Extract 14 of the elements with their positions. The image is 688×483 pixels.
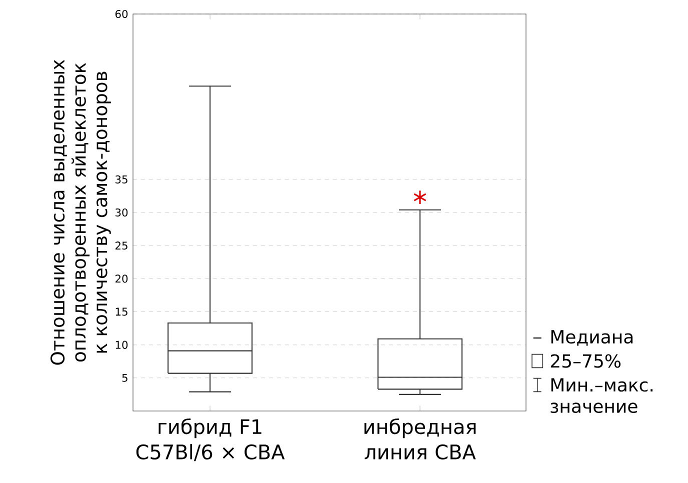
- y-tick-label: 60: [115, 10, 128, 18]
- y-tick-label: 5: [122, 374, 128, 382]
- x-tick-label: гибрид F1 C57Bl/6 × CBA: [136, 418, 285, 462]
- y-tick-label: 10: [116, 340, 128, 349]
- y-tick-label: 30: [116, 208, 128, 217]
- x-tick-label: инбредная линия CBA: [364, 418, 476, 460]
- text: Медиана: [551, 330, 633, 346]
- y-tick-label: 25: [115, 242, 128, 250]
- y-axis-title: Отношение числа выделенных оплодотворенных яйцеклеток к количеству самок-доноров: [50, 60, 111, 365]
- text: Мин.–макс. значение: [550, 378, 652, 414]
- text: 25–75%: [550, 354, 621, 368]
- y-tick-label: 35: [116, 175, 128, 184]
- y-tick-label: 20: [115, 274, 128, 283]
- y-tick-label: 15: [116, 308, 128, 316]
